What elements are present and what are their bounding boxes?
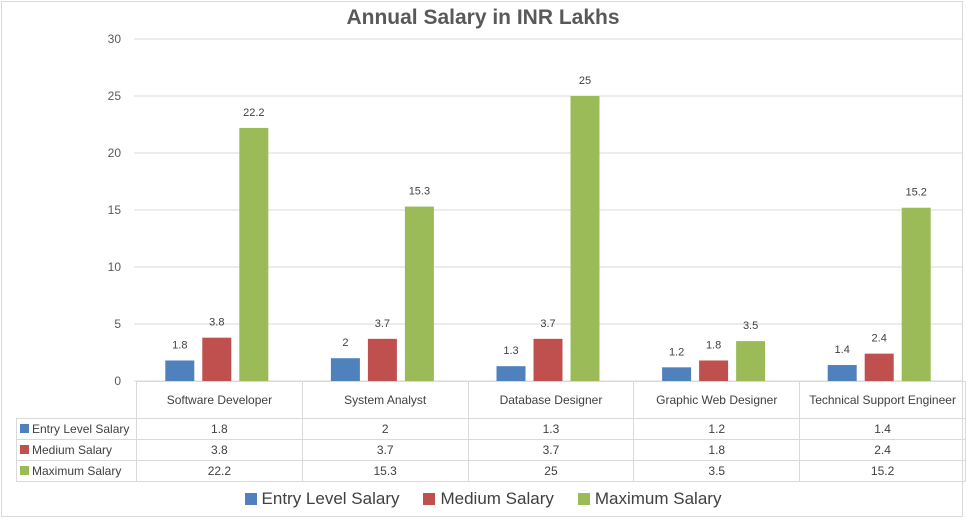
series-label: Entry Level Salary: [16, 418, 137, 440]
table-cell: 3.7: [467, 439, 635, 461]
legend-key-icon: [20, 424, 29, 433]
category-label: Database Designer: [467, 381, 635, 419]
bar: [367, 338, 397, 381]
bar: [864, 353, 894, 381]
bar: [901, 207, 931, 381]
bar: [239, 127, 269, 381]
legend-label: Medium Salary: [440, 489, 554, 508]
series-name: Entry Level Salary: [32, 422, 130, 436]
data-label: 15.3: [409, 186, 430, 198]
table-cell: 1.3: [467, 418, 635, 440]
series-name: Medium Salary: [32, 443, 113, 457]
bar: [827, 365, 857, 381]
y-tick-label: 30: [108, 32, 122, 46]
category-label: Software Developer: [135, 381, 303, 419]
y-tick-label: 10: [108, 260, 122, 274]
bar: [330, 358, 360, 381]
bar: [202, 337, 232, 381]
data-label: 1.8: [706, 339, 721, 351]
data-label: 2.4: [872, 333, 887, 345]
table-cell: 1.8: [633, 439, 801, 461]
table-cell: 3.7: [301, 439, 469, 461]
data-label: 3.7: [540, 318, 555, 330]
category-label: System Analyst: [301, 381, 469, 419]
chart-legend: Entry Level Salary Medium Salary Maximum S…: [0, 489, 966, 509]
y-tick-label: 15: [108, 203, 122, 217]
bar: [496, 366, 526, 381]
table-cell: 1.8: [135, 418, 303, 440]
y-tick-label: 20: [108, 146, 122, 160]
table-cell: 3.8: [135, 439, 303, 461]
table-row: Maximum Salary 22.2 15.3 25 3.5 15.2: [16, 460, 966, 482]
bar: [570, 96, 600, 381]
table-cell: 1.4: [799, 418, 966, 440]
legend-swatch-icon: [423, 493, 436, 505]
data-label: 3.8: [209, 317, 224, 329]
legend-item: Medium Salary: [423, 489, 554, 509]
data-label: 3.5: [743, 320, 758, 332]
bar: [533, 338, 563, 381]
legend-swatch-icon: [244, 493, 257, 505]
bar: [404, 206, 434, 381]
legend-item: Maximum Salary: [577, 489, 722, 509]
table-cell: 22.2: [135, 460, 303, 482]
data-label: 3.7: [375, 318, 390, 330]
data-label: 1.3: [503, 345, 518, 357]
chart-title: Annual Salary in INR Lakhs: [346, 6, 620, 29]
table-cell: 1.2: [633, 418, 801, 440]
table-cell: 3.5: [633, 460, 801, 482]
y-tick-label: 5: [114, 317, 121, 331]
data-label: 1.2: [669, 346, 684, 358]
series-label: Medium Salary: [16, 439, 137, 461]
table-cell: 15.3: [301, 460, 469, 482]
data-label: 25: [579, 75, 591, 87]
category-label: Graphic Web Designer: [633, 381, 801, 419]
bar: [662, 367, 692, 381]
table-cell: 25: [467, 460, 635, 482]
legend-key-icon: [20, 445, 29, 454]
bar: [165, 360, 195, 381]
table-header-row: Software Developer System Analyst Database…: [17, 381, 966, 419]
legend-key-icon: [20, 466, 29, 475]
table-row: Entry Level Salary 1.8 2 1.3 1.2 1.4: [16, 418, 966, 440]
y-tick-label: 25: [108, 89, 122, 103]
table-cell: 15.2: [799, 460, 966, 482]
legend-label: Entry Level Salary: [261, 489, 400, 508]
table-cell: 2.4: [799, 439, 966, 461]
bar: [736, 341, 766, 381]
series-label: Maximum Salary: [16, 460, 137, 482]
data-label: 22.2: [243, 107, 264, 119]
y-tick-label: 0: [114, 374, 121, 388]
legend-label: Maximum Salary: [594, 489, 722, 508]
data-label: 1.8: [172, 339, 187, 351]
legend-item: Entry Level Salary: [244, 489, 400, 509]
series-name: Maximum Salary: [32, 464, 122, 478]
legend-swatch-icon: [577, 493, 590, 505]
bar: [699, 360, 729, 381]
table-row: Medium Salary 3.8 3.7 3.7 1.8 2.4: [16, 439, 966, 461]
data-label: 1.4: [835, 344, 850, 356]
data-label: 2: [342, 337, 348, 349]
table-cell: 2: [301, 418, 469, 440]
category-label: Technical Support Engineer: [799, 381, 966, 419]
table-corner: [17, 382, 137, 419]
data-table: Software Developer System Analyst Database…: [16, 381, 966, 482]
data-label: 15.2: [905, 187, 926, 199]
